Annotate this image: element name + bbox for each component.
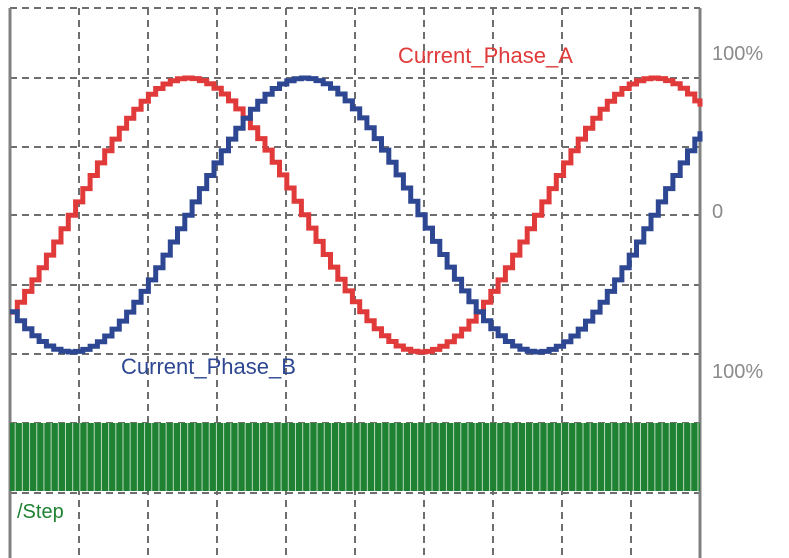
y-tick-label: 0 [712, 201, 723, 223]
chart-labels: 100% 0 100% Current_Phase_A Current_Phase_B /… [17, 43, 763, 523]
current-traces [10, 75, 703, 355]
step-signal-label: /Step [17, 501, 64, 523]
current-phase-a-line [10, 75, 703, 355]
step-pulse-band [10, 423, 700, 491]
series-label-current-phase-b: Current_Phase_B [121, 354, 296, 379]
series-label-current-phase-a: Current_Phase_A [398, 43, 573, 68]
current-phase-b-line [10, 75, 703, 355]
step-signal-trace [10, 423, 700, 491]
y-tick-label: 100% [712, 43, 763, 65]
y-tick-label: 100% [712, 361, 763, 383]
